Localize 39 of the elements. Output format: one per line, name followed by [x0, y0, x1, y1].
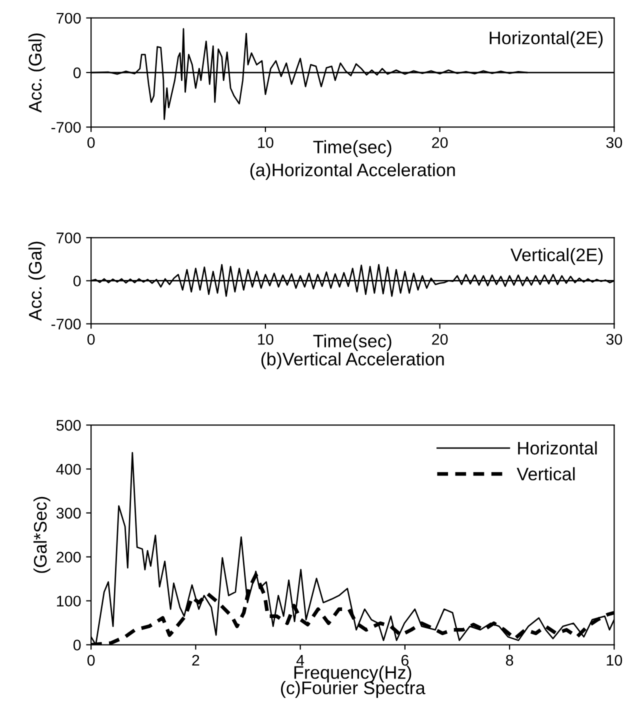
- y-tick-label: -700: [51, 122, 81, 133]
- x-axis-title: Time(sec): [313, 334, 392, 351]
- x-tick-label: 0: [87, 334, 95, 345]
- x-tick-label: 30: [606, 137, 622, 148]
- y-tick-label: 0: [73, 276, 81, 286]
- legend-label: Horizontal: [518, 441, 597, 455]
- x-tick-label: 30: [606, 334, 622, 345]
- text: (c)Fourier Spectra: [281, 681, 426, 698]
- y-tick-label: 400: [56, 464, 81, 475]
- x-tick-label: 4: [296, 655, 304, 666]
- x-tick-label: 20: [432, 137, 448, 148]
- annotation: Vertical(2E): [510, 248, 603, 265]
- y-axis-title: Acc. (Gal): [28, 242, 46, 321]
- legend-label: Vertical: [516, 467, 575, 480]
- y-tick-label: 100: [57, 596, 81, 607]
- y-axis-title: Acc. (Gal): [28, 34, 46, 113]
- y-tick-label: -700: [51, 318, 81, 330]
- y-tick-label: 700: [56, 12, 81, 24]
- y-tick-label: 0: [73, 640, 81, 650]
- y-tick-label: 700: [56, 232, 81, 244]
- text: (a)Horizontal Acceleration: [250, 163, 455, 180]
- text: (b)Vertical Acceleration: [261, 352, 444, 370]
- x-tick-label: 10: [258, 334, 274, 345]
- x-tick-label: 2: [192, 654, 200, 666]
- y-tick-label: 200: [56, 552, 81, 563]
- y-tick-label: 300: [56, 508, 81, 519]
- x-tick-label: 20: [432, 334, 448, 345]
- x-tick-label: 10: [258, 137, 274, 148]
- annotation: Horizontal(2E): [490, 31, 603, 48]
- x-axis-title: Time(sec): [313, 140, 392, 158]
- x-axis-title: Frequency(Hz): [294, 666, 412, 682]
- y-tick-label: 0: [73, 67, 81, 78]
- y-axis-title: (Gal*Sec): [33, 496, 50, 573]
- y-tick-label: 500: [56, 420, 81, 431]
- x-tick-label: 10: [606, 654, 622, 666]
- x-tick-label: 0: [87, 137, 95, 148]
- x-tick-label: 8: [506, 654, 514, 666]
- x-tick-label: 0: [87, 654, 95, 666]
- x-tick-label: 6: [401, 654, 409, 666]
